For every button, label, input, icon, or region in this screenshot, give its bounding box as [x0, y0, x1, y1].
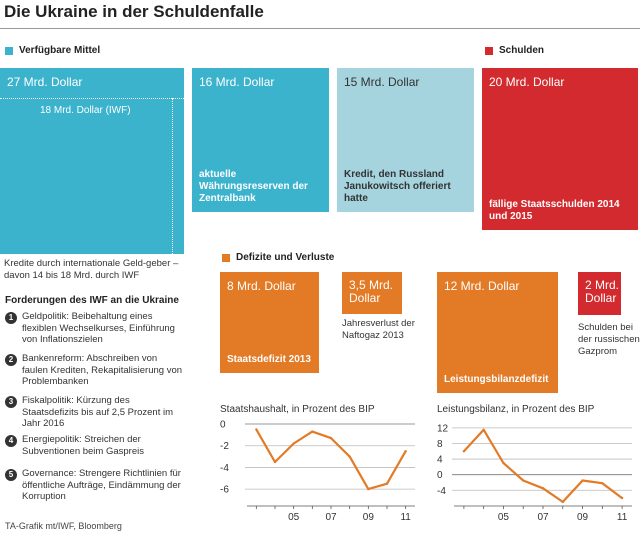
chart-current-account-point [581, 479, 584, 482]
chart-budget-xtick-label: 05 [288, 512, 300, 523]
box-russia-credit: 15 Mrd. Dollar Kredit, den Russland Janu… [337, 68, 474, 212]
chart-budget-xtick-label: 09 [363, 512, 375, 523]
chart-current-account-point [601, 482, 604, 485]
box-gazprom-amount: 2 Mrd. Dollar [585, 278, 620, 305]
box-government-debt: 20 Mrd. Dollar fällige Staatsschulden 20… [482, 68, 638, 230]
legend-debts-label: Schulden [499, 45, 545, 56]
box-gazprom: 2 Mrd. Dollar [578, 272, 621, 315]
demand-number-badge: 1 [5, 312, 17, 324]
box-current-account-amount: 12 Mrd. Dollar [444, 279, 520, 293]
chart-budget-point [311, 430, 314, 433]
demand-number-badge: 5 [5, 469, 17, 481]
chart-current-account-xtick-label: 11 [617, 512, 628, 523]
chart-current-account-xtick-label: 07 [537, 512, 549, 523]
chart-budget-xtick-label: 11 [400, 512, 411, 523]
chart-budget-point [329, 436, 333, 440]
chart-current-account-point [462, 450, 466, 453]
chart-current-account-xtick-label: 05 [498, 512, 510, 523]
chart-current-account-ytick-label: 8 [437, 439, 443, 450]
source-credit: TA-Grafik mt/IWF, Bloomberg [5, 521, 122, 531]
demands-title: Forderungen des IWF an die Ukraine [5, 295, 179, 306]
chart-current-account-point [502, 461, 505, 465]
box-currency-reserves-amount: 16 Mrd. Dollar [199, 75, 275, 89]
box-currency-reserves: 16 Mrd. Dollar aktuelle Währungsreserven… [192, 68, 329, 212]
box-international-credit: 27 Mrd. Dollar 18 Mrd. Dollar (IWF) [0, 68, 184, 254]
chart-budget-point [404, 449, 407, 453]
legend-swatch-orange [222, 253, 230, 262]
box-currency-reserves-desc: aktuelle Währungsreserven der Zentralban… [199, 169, 308, 204]
box-government-debt-desc: fällige Staatsschulden 2014 und 2015 [489, 199, 620, 222]
demand-text: Energiepolitik: Streichen der Subvention… [22, 434, 144, 457]
chart-budget-ytick-label: -6 [220, 485, 229, 496]
demand-item: 5 Governance: Strengere Richtlinien für … [5, 468, 185, 503]
demand-item: 3 Fiskalpolitik: Kürzung des Staatsdefiz… [5, 395, 180, 430]
chart-budget-title: Staatshaushalt, in Prozent des BIP [220, 404, 375, 415]
demand-text: Fiskalpolitik: Kürzung des Staatsdefizit… [22, 395, 174, 429]
chart-budget-ytick-label: -4 [220, 463, 229, 474]
gazprom-note: Schulden bei der russischen Gazprom [578, 322, 640, 357]
legend-swatch-red [485, 46, 493, 55]
naftogaz-note: Jahresverlust der Naftogaz 2013 [342, 318, 415, 341]
chart-budget-point [385, 482, 389, 485]
box-government-debt-amount: 20 Mrd. Dollar [489, 75, 565, 89]
international-credit-note: Kredite durch internationale Geld-geber … [4, 258, 179, 281]
box-state-deficit: 8 Mrd. Dollar Staatsdefizit 2013 [220, 272, 319, 373]
demand-item: 2 Bankenreform: Abschreiben von faulen K… [5, 353, 185, 388]
chart-current-account-ytick-label: -4 [437, 486, 446, 497]
box-state-deficit-amount: 8 Mrd. Dollar [227, 279, 296, 293]
demand-number-badge: 4 [5, 435, 17, 447]
legend-swatch-teal [5, 46, 13, 55]
legend-deficits-label: Defizite und Verluste [236, 252, 335, 263]
imf-share-outline-right [172, 98, 173, 254]
chart-current-account-point [541, 487, 545, 490]
chart-budget-point [367, 487, 370, 491]
chart-current-account-point [522, 479, 525, 482]
chart-budget: Staatshaushalt, in Prozent des BIP 0 -2 -4… [220, 404, 415, 523]
demand-number-badge: 3 [5, 396, 17, 408]
chart-current-account-ytick-label: 12 [437, 423, 449, 434]
imf-share-outline-top [0, 98, 184, 99]
box-state-deficit-desc: Staatsdefizit 2013 [227, 354, 311, 365]
box-international-credit-amount: 27 Mrd. Dollar [7, 75, 83, 89]
chart-current-account-point [620, 496, 624, 500]
chart-current-account-point [561, 500, 564, 504]
box-russia-credit-amount: 15 Mrd. Dollar [344, 75, 420, 89]
chart-current-account-point [482, 428, 485, 432]
box-current-account-deficit: 12 Mrd. Dollar Leistungsbilanzdefizit [437, 272, 558, 393]
demand-number-badge: 2 [5, 354, 17, 366]
chart-budget-ytick-label: -2 [220, 441, 229, 452]
demand-item: 1 Geldpolitik: Beibehaltung eines flexib… [5, 311, 185, 346]
page-title: Die Ukraine in der Schuldenfalle [4, 2, 264, 21]
chart-current-account-xtick-label: 09 [577, 512, 589, 523]
box-naftogaz: 3,5 Mrd. Dollar [342, 272, 402, 314]
chart-budget-ytick-label: 0 [220, 420, 226, 431]
chart-current-account-ytick-label: 4 [437, 455, 443, 466]
legend-deficits: Defizite und Verluste [222, 252, 334, 263]
box-naftogaz-amount: 3,5 Mrd. Dollar [349, 278, 394, 305]
chart-budget-xtick-label: 07 [325, 512, 337, 523]
title-divider [0, 28, 640, 29]
demand-text: Geldpolitik: Beibehaltung eines flexible… [22, 311, 175, 345]
box-current-account-desc: Leistungsbilanzdefizit [444, 374, 549, 385]
legend-available-label: Verfügbare Mittel [19, 45, 101, 56]
box-russia-credit-desc: Kredit, den Russland Janukowitsch offeri… [344, 169, 451, 204]
legend-available: Verfügbare Mittel [5, 45, 100, 56]
imf-share-label: 18 Mrd. Dollar (IWF) [40, 105, 131, 116]
demand-text: Governance: Strengere Richtlinien für öf… [22, 468, 181, 502]
demand-item: 4 Energiepolitik: Streichen der Subventi… [5, 434, 175, 457]
chart-current-account-ytick-label: 0 [437, 470, 443, 481]
chart-budget-point [273, 460, 277, 464]
chart-budget-point [348, 455, 351, 458]
chart-current-account-series-line [463, 428, 623, 504]
legend-debts: Schulden [485, 45, 544, 56]
demand-text: Bankenreform: Abschreiben von faulen Kre… [22, 353, 183, 387]
chart-current-account-title: Leistungsbilanz, in Prozent des BIP [437, 404, 595, 415]
chart-budget-point [292, 442, 295, 445]
chart-budget-point [255, 428, 258, 431]
chart-current-account: Leistungsbilanz, in Prozent des BIP 12 8 4… [437, 404, 632, 523]
